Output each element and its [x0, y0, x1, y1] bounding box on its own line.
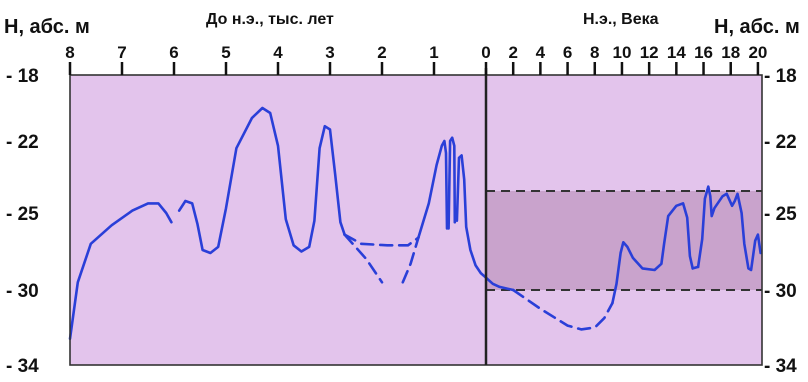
bc-plot-area — [70, 75, 486, 365]
y-tick-label-right: - 18 — [764, 66, 797, 87]
series-layer — [68, 106, 762, 341]
bc-axis-title: До н.э., тыс. лет — [206, 11, 334, 28]
series-line-bc-solid-7 — [455, 154, 488, 279]
series-line-bc-solid-0 — [68, 202, 173, 341]
series-line-bc-dashed-3 — [343, 233, 384, 284]
bc-tick-label: 1 — [429, 43, 438, 62]
series-line-bc-dashed-4 — [401, 236, 420, 284]
series-line-ad-solid-12 — [696, 185, 762, 272]
y-tick-label-left: - 22 — [6, 132, 39, 153]
bc-tick-label: 8 — [65, 43, 74, 62]
ad-tick-label: 16 — [694, 43, 713, 62]
y-tick-label-right: - 30 — [764, 281, 797, 302]
ad-level-band — [486, 191, 762, 290]
ad-tick-label: 20 — [748, 43, 767, 62]
series-line-bc-dashed-2 — [343, 233, 420, 247]
ylabel-left: Н, абс. м — [4, 16, 90, 38]
series-line-bc-solid-5 — [417, 139, 449, 239]
ad-axis-title: Н.э., Века — [583, 11, 659, 28]
bc-tick-label: 0 — [481, 43, 490, 62]
series-line-ad-solid-10 — [611, 202, 694, 305]
bc-tick-label: 5 — [221, 43, 230, 62]
series-line-ad-dashed-9 — [511, 288, 614, 331]
bc-tick-label: 2 — [377, 43, 386, 62]
y-tick-label-right: - 22 — [764, 132, 797, 153]
y-tick-label-left: - 18 — [6, 66, 39, 87]
bc-tick-label: 6 — [169, 43, 178, 62]
series-line-bc-solid-6 — [447, 136, 457, 230]
bc-tick-label: 4 — [273, 43, 283, 62]
bc-tick-label: 3 — [325, 43, 334, 62]
y-tick-label-left: - 34 — [6, 356, 39, 377]
y-tick-label-right: - 25 — [764, 204, 797, 225]
plot-frame — [69, 74, 763, 366]
ad-tick-label: 2 — [508, 43, 517, 62]
ad-tick-label: 12 — [640, 43, 659, 62]
ylabel-right: Н, абс. м — [714, 16, 800, 38]
ad-tick-label: 18 — [721, 43, 740, 62]
ad-tick-label: 14 — [667, 43, 686, 62]
ad-tick-label: 10 — [612, 43, 631, 62]
series-line-bc-solid-1 — [177, 106, 346, 255]
y-tick-label-left: - 25 — [6, 204, 39, 225]
ad-tick-label: 8 — [590, 43, 599, 62]
ad-tick-label: 6 — [563, 43, 572, 62]
y-tick-label-left: - 30 — [6, 281, 39, 302]
series-line-ad-solid-8 — [484, 276, 515, 292]
ad-tick-label: 4 — [536, 43, 546, 62]
bc-tick-label: 7 — [117, 43, 126, 62]
axis-ticks: 8 7 6 5 4 3 2 1 0 2 4 6 8 10 12 14 16 18 20- 18- 18- 22- 2… — [6, 43, 797, 377]
y-tick-label-right: - 34 — [764, 356, 797, 377]
